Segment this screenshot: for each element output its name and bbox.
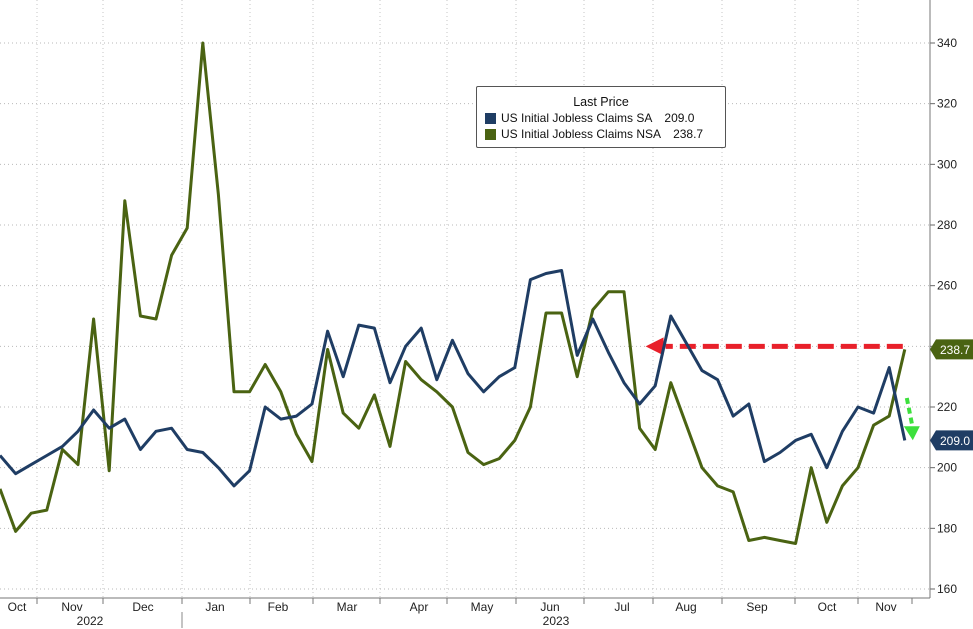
red-arrow-head xyxy=(645,337,664,356)
y-tick-label: 340 xyxy=(937,36,957,50)
x-tick-label: Feb xyxy=(268,600,289,614)
legend-entry-sa: US Initial Jobless Claims SA 209.0 xyxy=(485,111,725,125)
last-value-labels: 209.0 238.7 xyxy=(930,339,973,451)
series-line-sa xyxy=(0,269,907,488)
y-axis: 160180200220240260280300320340 xyxy=(929,0,957,598)
y-tick-label: 260 xyxy=(937,279,957,293)
series-lines xyxy=(0,41,907,545)
legend-swatch-sa xyxy=(485,112,496,124)
green-dashed-arrow-line xyxy=(904,397,915,429)
green-arrow-head xyxy=(903,426,920,441)
x-tick-label: Apr xyxy=(410,600,429,614)
x-axis: Oct Nov Dec Jan Feb Mar Apr May Jun Jul Aug Sep Oct N… xyxy=(0,597,930,628)
last-value-label-nsa: 238.7 xyxy=(930,339,973,360)
x-tick-label: Sep xyxy=(746,600,768,614)
y-tick-label: 320 xyxy=(937,97,957,111)
series-line-nsa xyxy=(0,41,907,545)
annotations xyxy=(645,337,920,441)
y-tick-label: 160 xyxy=(937,582,957,596)
legend-entry-nsa: US Initial Jobless Claims NSA 238.7 xyxy=(485,127,725,141)
y-tick-label: 180 xyxy=(937,521,957,535)
legend-title: Last Price xyxy=(573,95,629,109)
y-tick-label: 200 xyxy=(937,461,957,475)
x-tick-label: Nov xyxy=(61,600,82,614)
legend-label-sa: US Initial Jobless Claims SA xyxy=(501,111,653,125)
y-tick-label: 300 xyxy=(937,157,957,171)
x-tick-label: Oct xyxy=(8,600,27,614)
last-value-text: 238.7 xyxy=(940,343,970,357)
last-value-label-sa: 209.0 xyxy=(930,430,973,451)
x-tick-label: Mar xyxy=(337,600,358,614)
year-label: 2023 xyxy=(543,614,570,628)
legend-value-nsa: 238.7 xyxy=(673,127,704,141)
legend-label-nsa: US Initial Jobless Claims NSA xyxy=(501,127,662,141)
y-tick-label: 280 xyxy=(937,218,957,232)
legend-value-sa: 209.0 xyxy=(664,111,695,125)
x-tick-label: Aug xyxy=(675,600,696,614)
x-tick-label: Jan xyxy=(205,600,224,614)
x-tick-label: Jun xyxy=(540,600,559,614)
last-value-text: 209.0 xyxy=(940,434,970,448)
legend-swatch-nsa xyxy=(485,128,496,140)
legend: Last Price US Initial Jobless Claims SA … xyxy=(476,86,726,148)
y-tick-label: 220 xyxy=(937,400,957,414)
x-tick-label: May xyxy=(471,600,494,614)
x-tick-label: Dec xyxy=(132,600,153,614)
x-tick-label: Nov xyxy=(875,600,896,614)
x-tick-label: Oct xyxy=(818,600,837,614)
x-tick-label: Jul xyxy=(614,600,629,614)
grid-lines xyxy=(0,0,930,598)
year-label: 2022 xyxy=(77,614,104,628)
